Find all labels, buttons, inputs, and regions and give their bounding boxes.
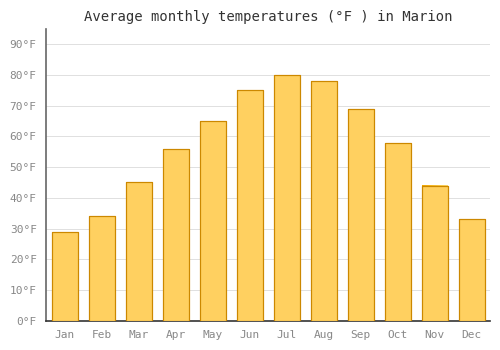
Bar bbox=[274, 75, 300, 321]
Bar bbox=[126, 182, 152, 321]
Bar bbox=[311, 81, 337, 321]
Bar bbox=[385, 142, 411, 321]
Bar bbox=[348, 109, 374, 321]
Bar bbox=[348, 109, 374, 321]
Bar bbox=[459, 219, 484, 321]
Bar bbox=[459, 219, 484, 321]
Bar bbox=[52, 232, 78, 321]
Bar bbox=[422, 186, 448, 321]
Bar bbox=[237, 90, 263, 321]
Bar bbox=[311, 81, 337, 321]
Bar bbox=[126, 182, 152, 321]
Bar bbox=[89, 216, 115, 321]
Bar bbox=[274, 75, 300, 321]
Bar bbox=[200, 121, 226, 321]
Bar bbox=[422, 186, 448, 321]
Bar bbox=[52, 232, 78, 321]
Bar bbox=[200, 121, 226, 321]
Bar bbox=[163, 149, 189, 321]
Bar bbox=[89, 216, 115, 321]
Bar bbox=[237, 90, 263, 321]
Title: Average monthly temperatures (°F ) in Marion: Average monthly temperatures (°F ) in Ma… bbox=[84, 10, 452, 24]
Bar bbox=[163, 149, 189, 321]
Bar bbox=[385, 142, 411, 321]
